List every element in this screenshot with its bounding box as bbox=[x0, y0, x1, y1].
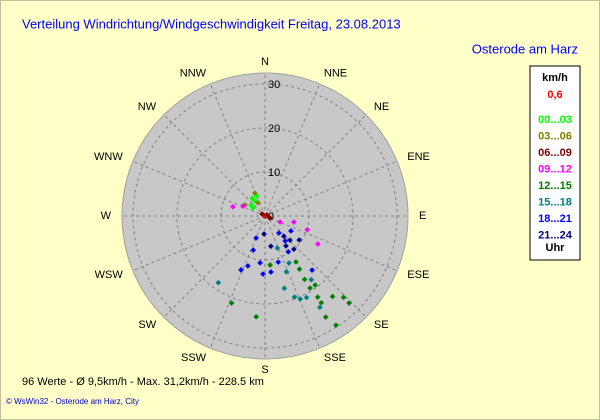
point bbox=[317, 304, 323, 311]
direction-label: WSW bbox=[95, 269, 124, 281]
point bbox=[296, 266, 303, 272]
point bbox=[230, 203, 236, 210]
point bbox=[312, 282, 319, 288]
point bbox=[228, 300, 235, 306]
point bbox=[253, 313, 260, 320]
legend-entry: 09...12 bbox=[538, 163, 572, 175]
point bbox=[288, 228, 294, 234]
point bbox=[333, 322, 339, 329]
legend-calm: 0,6 bbox=[547, 89, 562, 101]
point bbox=[315, 241, 321, 247]
point bbox=[274, 245, 281, 251]
direction-label: SW bbox=[138, 319, 156, 331]
direction-label: NNE bbox=[324, 68, 347, 80]
point bbox=[296, 237, 303, 243]
legend-entry: 12...15 bbox=[538, 180, 572, 192]
point bbox=[251, 190, 258, 196]
point bbox=[283, 269, 290, 275]
point bbox=[238, 267, 244, 273]
legend-entry: 06...09 bbox=[538, 147, 572, 159]
r-tick-label: 20 bbox=[268, 123, 280, 135]
legend-entry: 21...24 bbox=[538, 229, 573, 241]
point bbox=[275, 259, 282, 265]
direction-label: N bbox=[261, 56, 269, 68]
point bbox=[297, 296, 304, 302]
point bbox=[322, 314, 329, 320]
point bbox=[304, 226, 311, 233]
point bbox=[291, 246, 297, 253]
point bbox=[240, 203, 246, 209]
point bbox=[264, 212, 270, 218]
point bbox=[267, 215, 273, 221]
point bbox=[285, 248, 292, 255]
direction-label: SSW bbox=[181, 352, 207, 364]
point bbox=[282, 238, 289, 244]
direction-label: ESE bbox=[407, 269, 429, 281]
direction-label: NNW bbox=[180, 68, 207, 80]
legend-title: km/h bbox=[542, 72, 568, 84]
point bbox=[307, 285, 313, 291]
point bbox=[346, 300, 352, 306]
point bbox=[253, 235, 259, 241]
point bbox=[268, 243, 274, 250]
point bbox=[329, 293, 336, 300]
point bbox=[268, 269, 274, 275]
point bbox=[318, 299, 325, 306]
point bbox=[259, 211, 265, 217]
point bbox=[301, 276, 308, 283]
point bbox=[277, 219, 283, 225]
direction-label: WNW bbox=[94, 151, 123, 163]
point bbox=[303, 294, 310, 301]
point bbox=[281, 233, 287, 240]
point bbox=[287, 237, 293, 243]
legend-box bbox=[529, 65, 581, 261]
point bbox=[291, 294, 298, 300]
chart-subtitle: Osterode am Harz bbox=[472, 41, 578, 56]
legend-entry: 15...18 bbox=[538, 196, 572, 208]
direction-label: ENE bbox=[407, 151, 430, 163]
ring bbox=[132, 83, 398, 349]
ring bbox=[176, 127, 354, 305]
direction-label: E bbox=[419, 210, 426, 222]
direction-label: SE bbox=[374, 319, 389, 331]
point bbox=[250, 247, 257, 253]
point bbox=[283, 243, 289, 249]
footer: 96 Werte - Ø 9,5km/h - Max. 31,2km/h - 2… bbox=[22, 376, 264, 388]
point bbox=[261, 231, 267, 237]
direction-label: SSE bbox=[324, 352, 346, 364]
point bbox=[260, 271, 266, 277]
legend-entry: 00...03 bbox=[538, 114, 572, 126]
chart-title: Verteilung Windrichtung/Windgeschwindigk… bbox=[22, 16, 401, 31]
direction-label: NW bbox=[138, 101, 157, 113]
legend-entry: 03...06 bbox=[538, 130, 572, 142]
point bbox=[314, 294, 321, 301]
point bbox=[257, 259, 263, 266]
point bbox=[286, 260, 292, 266]
point bbox=[267, 262, 273, 268]
point bbox=[215, 279, 222, 286]
point bbox=[281, 285, 288, 292]
ring bbox=[220, 171, 310, 261]
point bbox=[293, 259, 299, 265]
point bbox=[244, 263, 251, 269]
credit: © WsWin32 - Osterode am Harz, City bbox=[6, 397, 139, 406]
point bbox=[309, 267, 315, 273]
legend-entry: 18...21 bbox=[538, 213, 572, 225]
point bbox=[291, 219, 297, 225]
point bbox=[276, 230, 282, 236]
point bbox=[249, 195, 255, 202]
legend-footer: Uhr bbox=[546, 242, 566, 254]
direction-label: NE bbox=[374, 101, 389, 113]
direction-label: S bbox=[261, 364, 268, 376]
point bbox=[308, 276, 315, 283]
point bbox=[250, 205, 256, 211]
r-tick-label: 10 bbox=[268, 167, 280, 179]
r-tick-label: 30 bbox=[268, 79, 280, 91]
direction-label: W bbox=[101, 210, 112, 222]
point bbox=[340, 294, 347, 301]
